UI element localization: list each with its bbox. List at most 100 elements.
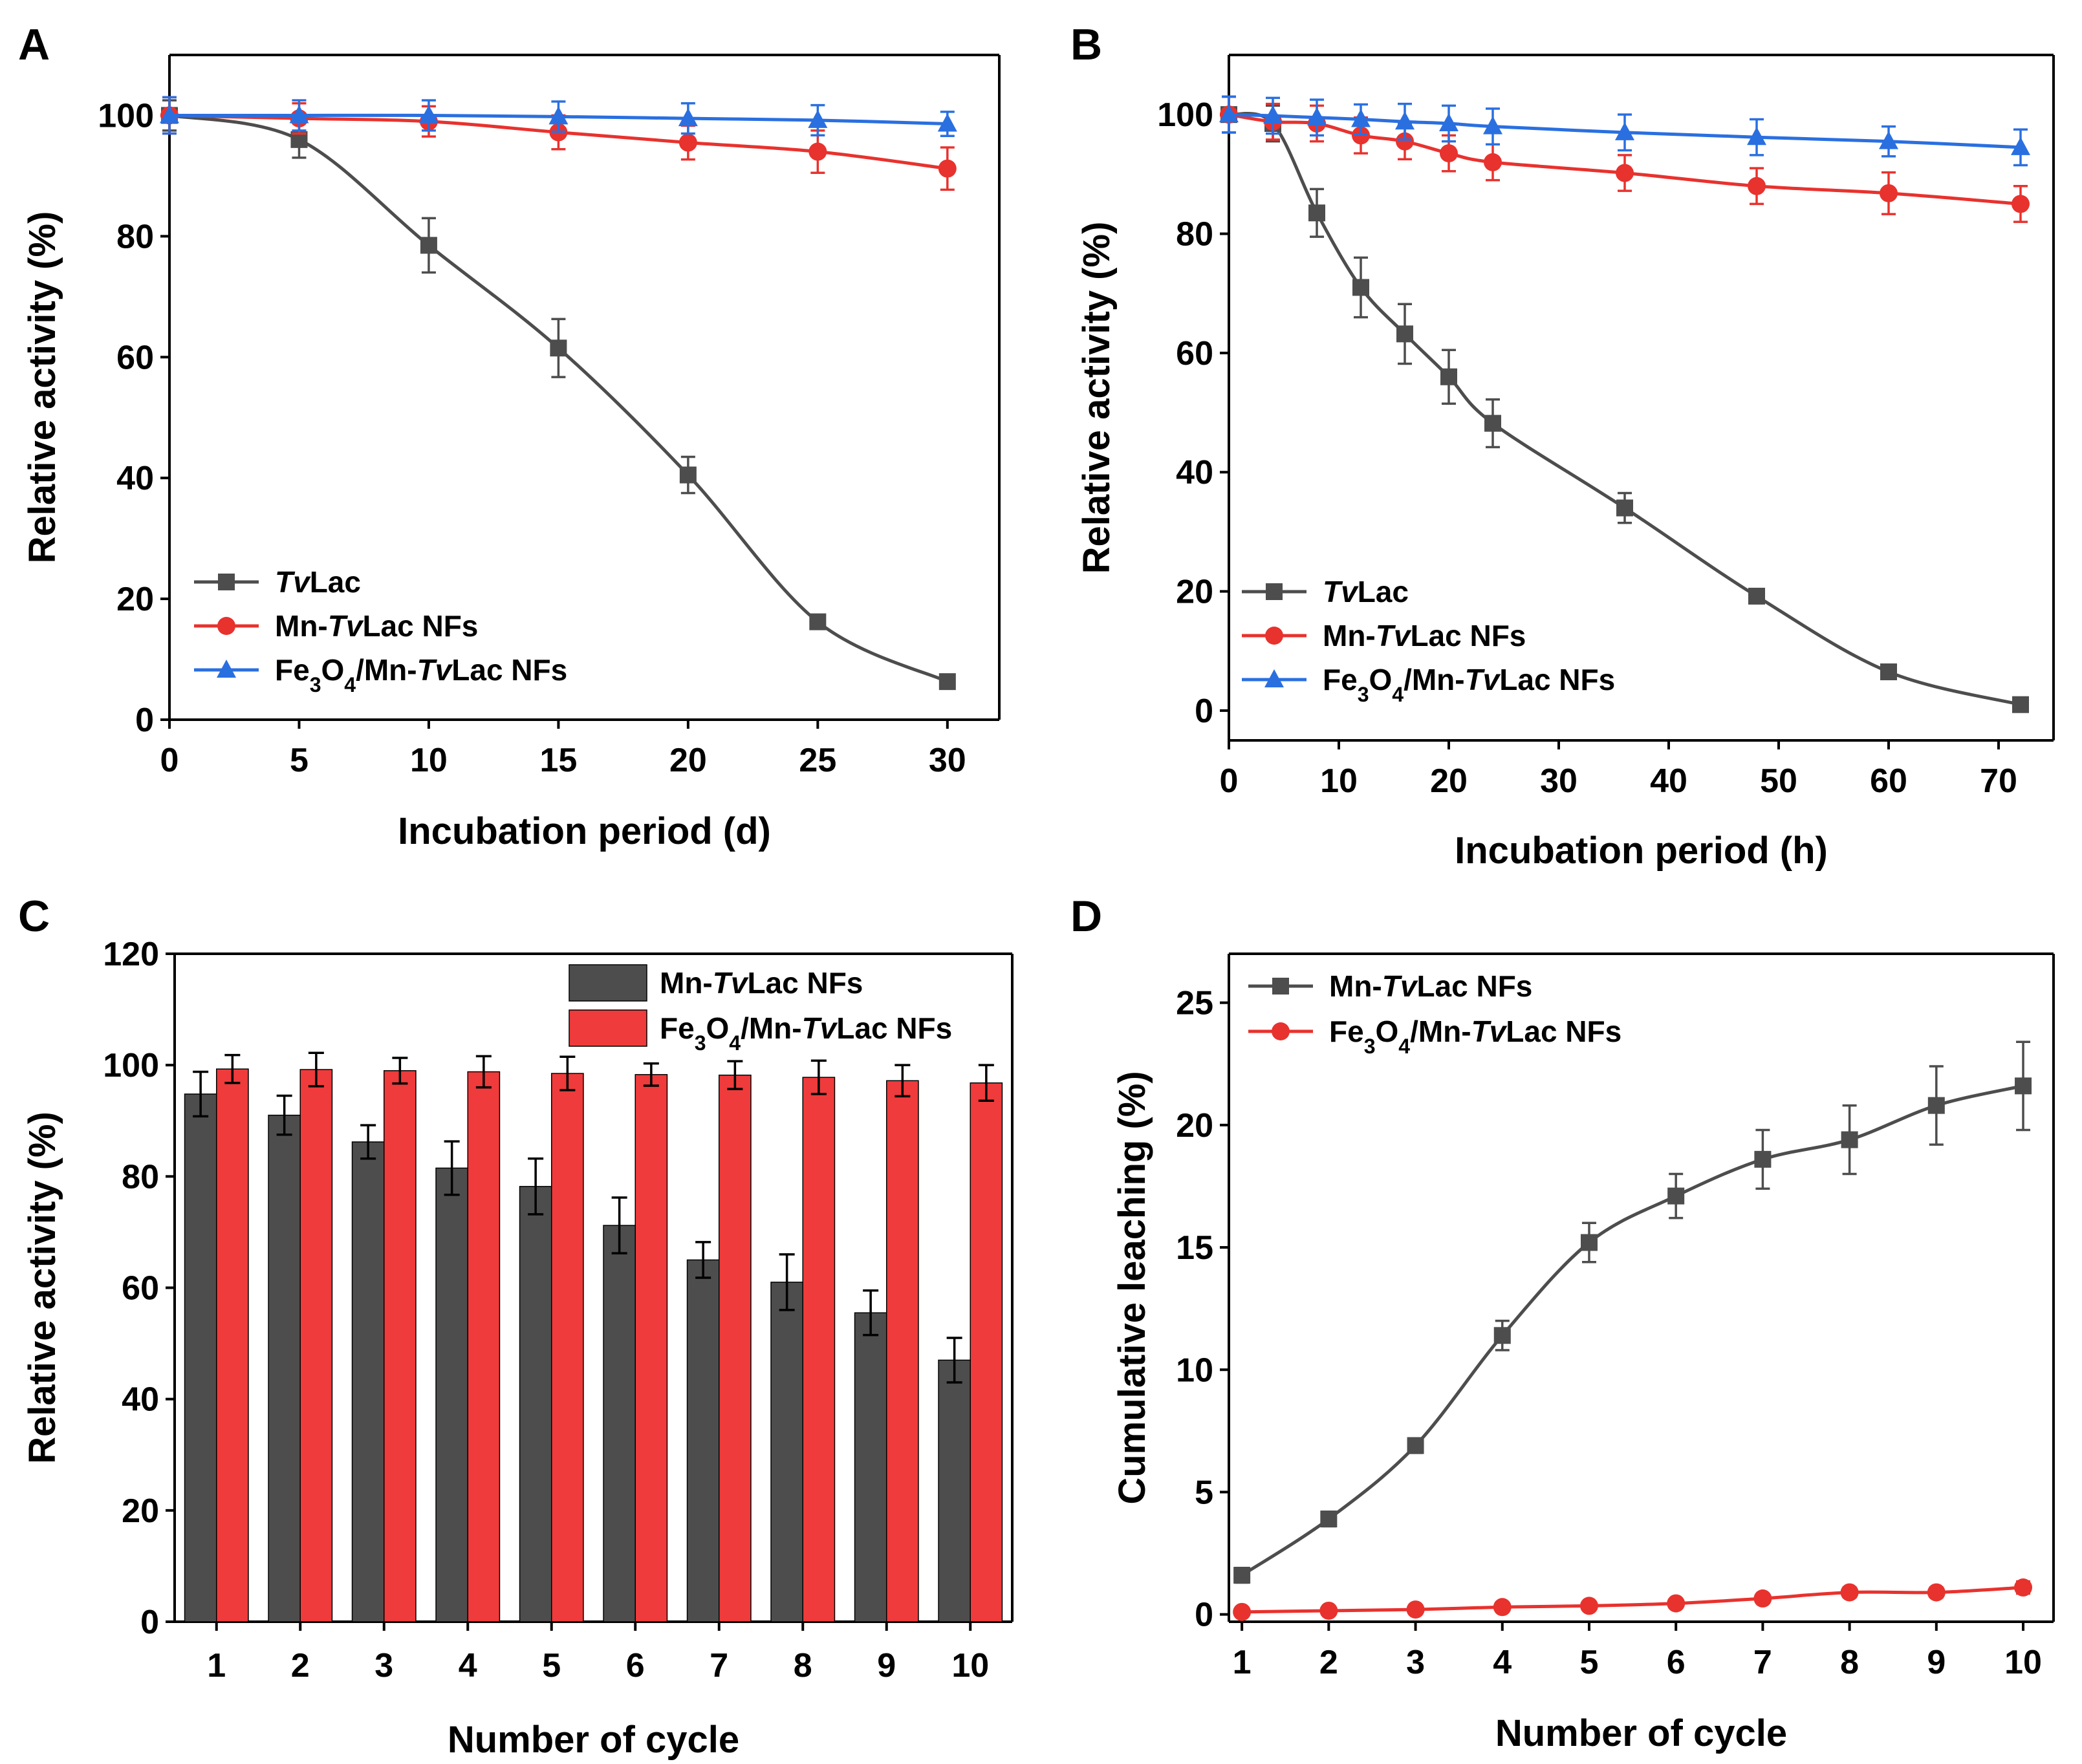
data-point (1233, 1602, 1252, 1621)
data-point (418, 105, 439, 124)
legend-label: Mn-TvLac NFs (275, 609, 478, 643)
data-point (1667, 1594, 1686, 1613)
data-point (420, 237, 437, 254)
legend-label: TvLac (1323, 575, 1409, 608)
data-point (1840, 1583, 1859, 1602)
y-tick-label: 80 (116, 218, 154, 255)
bar (435, 1167, 468, 1622)
x-tick-label: 4 (459, 1647, 477, 1684)
data-point (1927, 1583, 1946, 1602)
x-tick-label: 5 (542, 1647, 561, 1684)
legend-marker (1264, 669, 1284, 687)
y-tick-label: 40 (1176, 454, 1213, 491)
x-tick-label: 7 (710, 1647, 728, 1684)
y-tick-label: 100 (103, 1047, 159, 1084)
x-tick-label: 10 (2004, 1644, 2042, 1681)
y-axis-title: Relative activity (%) (21, 211, 63, 564)
legend-label: Mn-TvLac NFs (660, 966, 863, 1000)
y-tick-label: 100 (98, 97, 154, 134)
panel-C: 0 20 40 60 80 100 120 1 2 3 4 5 6 7 8 9 10 Number of cycl… (18, 892, 1014, 1761)
x-tick-label: 0 (1220, 762, 1239, 800)
y-tick-label: 80 (1176, 216, 1213, 253)
legend-marker (217, 660, 236, 678)
data-point (1880, 663, 1897, 680)
x-tick-label: 10 (951, 1647, 989, 1684)
data-point (1841, 1131, 1858, 1148)
data-point (2012, 195, 2030, 213)
legend-label: Mn-TvLac NFs (1323, 619, 1526, 652)
x-tick-label: 8 (794, 1647, 812, 1684)
x-tick-label: 6 (1667, 1644, 1686, 1681)
legend-marker (218, 574, 235, 590)
legend-swatch (569, 964, 647, 1002)
series-2 (1219, 95, 2030, 167)
legend-label: TvLac (275, 565, 361, 599)
y-tick-label: 20 (122, 1492, 159, 1530)
bar-series-1 (216, 1051, 1003, 1622)
bar (603, 1225, 636, 1622)
legend: Mn-TvLac NFs Fe3O4/Mn-TvLac NFs (569, 964, 952, 1055)
x-tick-label: 5 (290, 742, 309, 779)
data-point (1319, 1601, 1338, 1620)
data-point (2011, 136, 2030, 155)
data-point (1484, 414, 1501, 432)
legend-marker (1272, 978, 1289, 995)
data-point (1579, 1597, 1598, 1615)
data-point (809, 613, 827, 630)
legend-label: Fe3O4/Mn-TvLac NFs (1329, 1015, 1621, 1058)
y-tick-label: 25 (1176, 985, 1213, 1022)
data-point (678, 108, 698, 127)
y-axis-title: Relative activity (%) (21, 1112, 63, 1464)
data-point (1307, 107, 1327, 125)
data-point (1748, 177, 1766, 195)
x-axis-title: Number of cycle (1495, 1712, 1787, 1754)
data-point (1407, 1437, 1424, 1454)
data-point (1580, 1234, 1598, 1251)
x-axis-title: Number of cycle (448, 1719, 739, 1761)
legend-label: Fe3O4/Mn-TvLac NFs (660, 1011, 952, 1055)
data-point (548, 106, 569, 125)
y-tick-label: 0 (1195, 693, 1213, 730)
y-tick-label: 0 (1195, 1597, 1213, 1634)
x-tick-label: 1 (1233, 1644, 1252, 1681)
y-tick-label: 60 (1176, 335, 1213, 372)
x-tick-label: 20 (1430, 762, 1468, 800)
data-point (289, 105, 309, 124)
x-tick-label: 10 (410, 742, 448, 779)
y-tick-label: 20 (116, 581, 154, 618)
bar (184, 1093, 217, 1622)
data-point (1406, 1600, 1425, 1619)
panel-letter: D (1070, 892, 1102, 941)
x-tick-label: 3 (374, 1647, 393, 1684)
data-point (1747, 127, 1766, 145)
legend-label: Fe3O4/Mn-TvLac NFs (1323, 663, 1615, 706)
x-tick-label: 7 (1753, 1644, 1772, 1681)
x-tick-label: 70 (1980, 762, 2017, 800)
x-tick-label: 30 (929, 742, 966, 779)
data-point (2014, 1578, 2033, 1597)
y-tick-label: 10 (1176, 1351, 1213, 1389)
data-point (1483, 116, 1502, 134)
y-tick-label: 60 (122, 1270, 159, 1307)
y-tick-label: 5 (1195, 1474, 1213, 1511)
data-point (1351, 109, 1371, 127)
bar (938, 1359, 971, 1622)
data-point (1233, 1567, 1251, 1584)
x-tick-label: 50 (1760, 762, 1797, 800)
bar (854, 1312, 887, 1622)
x-tick-label: 30 (1540, 762, 1578, 800)
x-tick-label: 60 (1870, 762, 1907, 800)
x-tick-label: 4 (1493, 1644, 1512, 1681)
bar (268, 1114, 301, 1622)
data-point (2015, 1077, 2032, 1095)
bar (886, 1080, 919, 1622)
x-tick-label: 20 (669, 742, 707, 779)
legend-marker (217, 617, 235, 635)
data-point (1352, 279, 1369, 296)
legend-marker (1272, 1022, 1290, 1040)
data-point (1308, 204, 1325, 222)
bar (551, 1073, 584, 1622)
panel-A: 0 20 40 60 80 100 0 5 10 15 20 25 30 Incubation perio… (18, 20, 1001, 852)
data-point (1440, 368, 1457, 385)
